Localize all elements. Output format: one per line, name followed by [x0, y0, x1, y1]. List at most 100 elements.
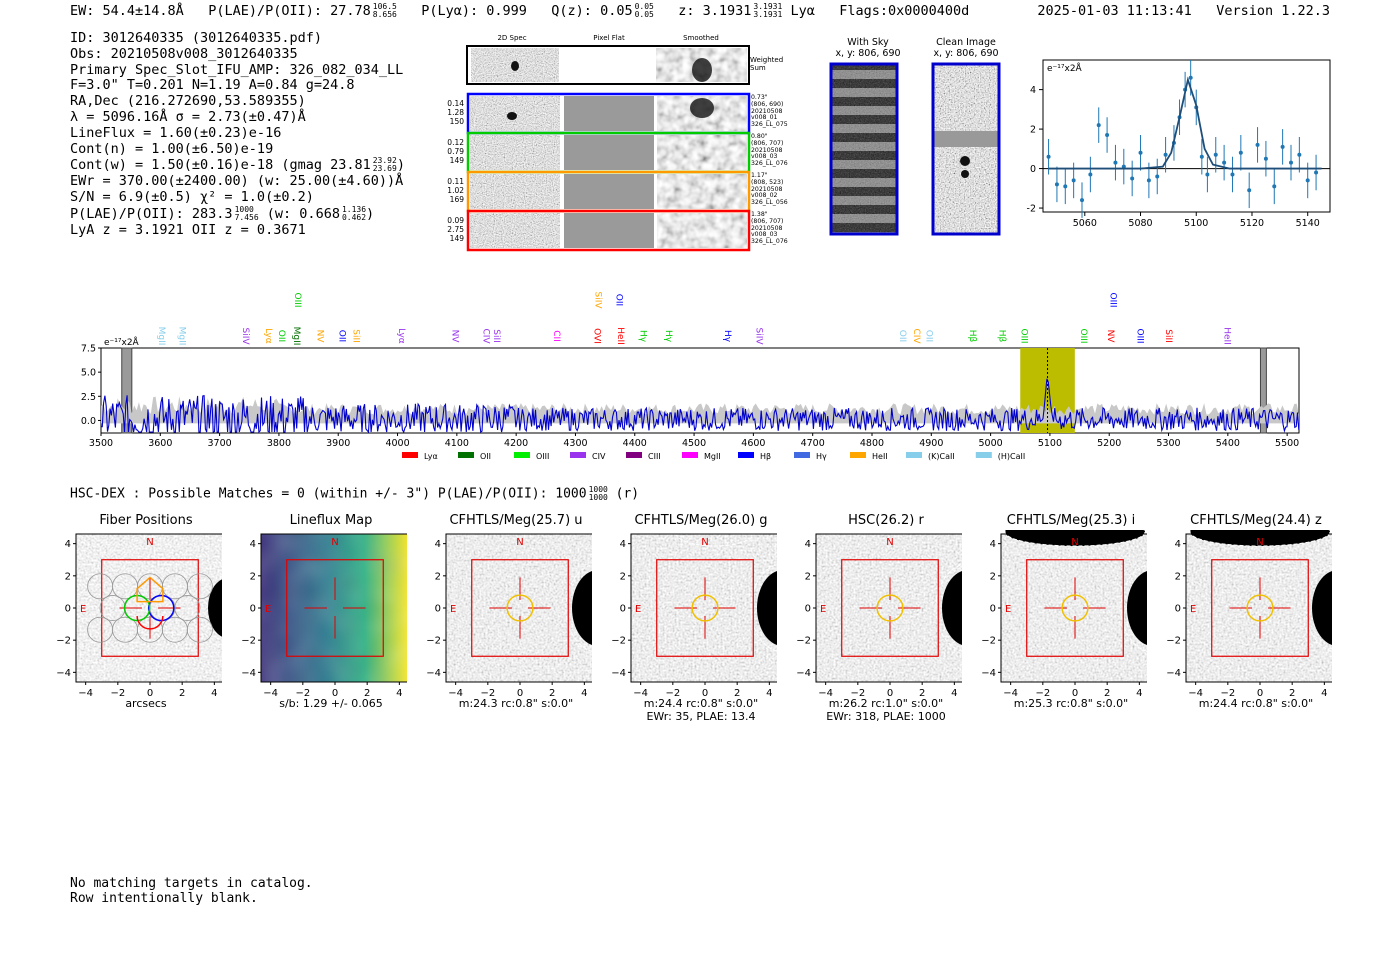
zoom-point — [1288, 160, 1293, 165]
zoom-point — [1130, 176, 1135, 181]
ytick-label: 2 — [1175, 571, 1181, 582]
xtick-label: −2 — [295, 688, 310, 699]
zoom-ytick-label: 0 — [1030, 164, 1036, 175]
full-ytick-label: 0.0 — [81, 416, 96, 427]
line-label: OVI — [591, 328, 601, 344]
xtick-label: 2 — [1289, 688, 1295, 699]
full-xtick-label: 4500 — [682, 438, 706, 449]
clean-image — [933, 64, 999, 234]
xtick-label: −2 — [665, 688, 680, 699]
legend-label: OII — [480, 452, 491, 461]
bright-neighbor — [1127, 571, 1147, 645]
info-primary: Primary Spec_Slot_IFU_AMP: 326_082_034_L… — [70, 61, 404, 78]
east-label: E — [1005, 604, 1011, 615]
xtick-label: −2 — [110, 688, 125, 699]
zoom-point — [1199, 154, 1204, 159]
xtick-label: 0 — [702, 688, 708, 699]
fiber-stamps: 2D Spec Pixel Flat Smoothed Weighted Sum… — [440, 30, 800, 255]
ytick-label: 0 — [805, 604, 811, 615]
cutout-title: CFHTLS/Meg(25.3) i — [1006, 513, 1136, 528]
legend-swatch — [738, 452, 754, 458]
cutout-caption: m:24.4 rc:0.8" s:0.0" — [1198, 697, 1314, 710]
fiber-flat-0 — [564, 96, 654, 131]
fiber-2d-3 — [470, 213, 560, 248]
cutout-caption: m:24.4 rc:0.8" s:0.0" EWr: 35, PLAE: 13.4 — [643, 697, 759, 723]
aperture-circle — [506, 594, 534, 622]
spectrum-line — [101, 378, 1300, 434]
ytick-label: −2 — [241, 636, 256, 647]
full-xtick-label: 4600 — [741, 438, 765, 449]
cutout-caption: s/b: 1.29 +/- 0.065 — [279, 697, 383, 710]
line-label: MgII — [176, 327, 186, 346]
info-contn: Cont(n) = 1.00(±6.50)e-19 — [70, 140, 274, 157]
legend-swatch — [906, 452, 922, 458]
info-lyaz: LyA z = 3.1921 OII z = 0.3671 — [70, 221, 306, 238]
full-xtick-label: 4800 — [860, 438, 884, 449]
legend-swatch — [626, 452, 642, 458]
zoom-ytick-label: 4 — [1030, 85, 1036, 96]
zoom-point — [1297, 152, 1302, 157]
full-xtick-label: 5200 — [1097, 438, 1121, 449]
ytick-label: 4 — [250, 539, 256, 550]
legend-label: Hβ — [760, 452, 771, 461]
zoom-point — [1230, 172, 1235, 177]
ytick-label: −4 — [981, 668, 996, 679]
with-sky-frame — [829, 62, 899, 236]
zoom-point — [1263, 156, 1268, 161]
xtick-label: 4 — [951, 688, 957, 699]
east-label: E — [820, 604, 826, 615]
ytick-label: 0 — [990, 604, 996, 615]
fiber-2d-2 — [470, 174, 560, 209]
line-label: SiII — [1163, 329, 1173, 343]
zoom-xtick-label: 5060 — [1073, 218, 1097, 229]
xtick-label: −4 — [448, 688, 463, 699]
zoom-xtick-label: 5140 — [1296, 218, 1320, 229]
aperture-circle — [1061, 594, 1089, 622]
catalog-summary: HSC-DEX : Possible Matches = 0 (within +… — [70, 485, 640, 502]
line-label: OIII — [1078, 328, 1088, 343]
full-xtick-label: 4100 — [445, 438, 469, 449]
ytick-label: 0 — [620, 604, 626, 615]
zoom-ytick-label: -2 — [1027, 204, 1036, 215]
info-sn: S/N = 6.9(±0.5) χ² = 1.0(±0.2) — [70, 188, 314, 205]
zoom-point — [1280, 144, 1285, 149]
xtick-label: 2 — [364, 688, 370, 699]
full-xtick-label: 3600 — [148, 438, 172, 449]
legend-label: (K)CaII — [928, 452, 955, 461]
ytick-label: −2 — [426, 636, 441, 647]
aperture-circle — [1246, 594, 1274, 622]
col-flat-label: Pixel Flat — [593, 34, 625, 42]
zoom-point — [1188, 75, 1193, 80]
zoom-point — [1113, 160, 1118, 165]
datetime: 2025-01-03 11:13:41 — [1037, 3, 1192, 19]
zoom-point — [1088, 172, 1093, 177]
ytick-label: −4 — [56, 668, 71, 679]
north-label: N — [1256, 537, 1263, 548]
line-label: OIII — [1135, 328, 1145, 343]
full-xtick-label: 3500 — [89, 438, 113, 449]
east-label: E — [80, 604, 86, 615]
cutout-image-1: N E −4 −4 −2 −2 0 0 2 2 4 4 — [241, 533, 407, 699]
full-xtick-label: 4900 — [919, 438, 943, 449]
east-label: E — [450, 604, 456, 615]
masked-region — [121, 347, 133, 434]
line-label: SiIV — [753, 327, 763, 345]
line-label: CII — [551, 330, 561, 342]
zoom-point — [1054, 182, 1059, 187]
xtick-label: 2 — [919, 688, 925, 699]
line-label: MgII — [291, 327, 301, 346]
cutout-image-2: N E −4 −4 −2 −2 0 0 2 2 4 4 — [426, 533, 592, 699]
detection-info: ID: 3012640335 (3012640335.pdf) Obs: 202… — [70, 30, 405, 238]
fiber-metrics-2: 0.11 1.02 169 — [447, 177, 464, 204]
fiber-circle — [186, 573, 213, 600]
full-xtick-label: 5300 — [1156, 438, 1180, 449]
z-line: Lyα — [790, 3, 815, 19]
fiber-smooth-3 — [657, 213, 747, 248]
zoom-point — [1121, 164, 1126, 169]
line-label: SiII — [351, 329, 361, 343]
cutout-caption: m:26.2 rc:1.0" s:0.0" EWr: 318, PLAE: 100… — [826, 697, 946, 723]
cutout-title: Fiber Positions — [99, 513, 193, 528]
xtick-label: −2 — [480, 688, 495, 699]
cutout-pixels — [816, 534, 962, 682]
ew-value: EW: 54.4±14.8Å — [70, 3, 184, 19]
